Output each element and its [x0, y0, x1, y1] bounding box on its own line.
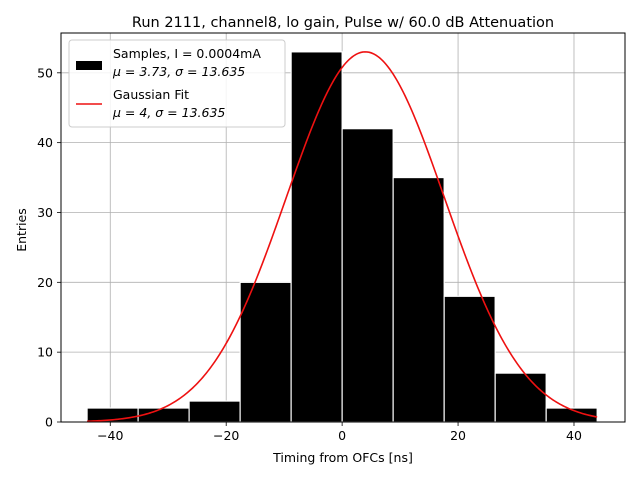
y-tick-label: 40	[37, 135, 53, 150]
y-axis-ticks: 0 10 20 30 40 50	[37, 65, 61, 430]
y-tick-label: 20	[37, 275, 53, 290]
histogram-bar	[341, 128, 394, 423]
legend-fit-stats: μ = 4, σ = 13.635	[112, 105, 225, 120]
y-tick-label: 30	[37, 205, 53, 220]
x-tick-label: −20	[213, 428, 239, 443]
chart-title: Run 2111, channel8, lo gain, Pulse w/ 60…	[132, 15, 554, 31]
y-tick-label: 0	[45, 415, 53, 430]
legend-samples-label: Samples, I = 0.0004mA	[113, 46, 261, 61]
histogram-bar	[494, 372, 547, 423]
y-axis-label: Entries	[14, 208, 29, 252]
legend-samples-stats: μ = 3.73, σ = 13.635	[112, 64, 245, 79]
histogram-bar	[392, 176, 445, 423]
plot-area-frame	[60, 32, 626, 423]
histogram-bar	[290, 51, 343, 423]
x-tick-label: 40	[566, 428, 582, 443]
x-tick-label: −40	[97, 428, 123, 443]
histogram-bar	[443, 295, 496, 423]
histogram-bar	[188, 400, 241, 423]
x-axis-label: Timing from OFCs [ns]	[272, 450, 413, 465]
x-axis-ticks: −40 −20 0 20 40	[97, 422, 582, 443]
x-tick-label: 0	[338, 428, 346, 443]
y-tick-label: 50	[37, 65, 53, 80]
legend: Samples, I = 0.0004mA μ = 3.73, σ = 13.6…	[68, 39, 286, 128]
histogram-bar	[239, 281, 292, 423]
gaussian-fit-layer	[87, 51, 598, 423]
legend-samples-swatch	[76, 61, 102, 70]
legend-box	[68, 39, 286, 128]
legend-fit-label: Gaussian Fit	[113, 87, 189, 102]
gaussian-fit-curve	[87, 51, 598, 423]
y-tick-label: 10	[37, 345, 53, 360]
x-tick-label: 20	[450, 428, 466, 443]
